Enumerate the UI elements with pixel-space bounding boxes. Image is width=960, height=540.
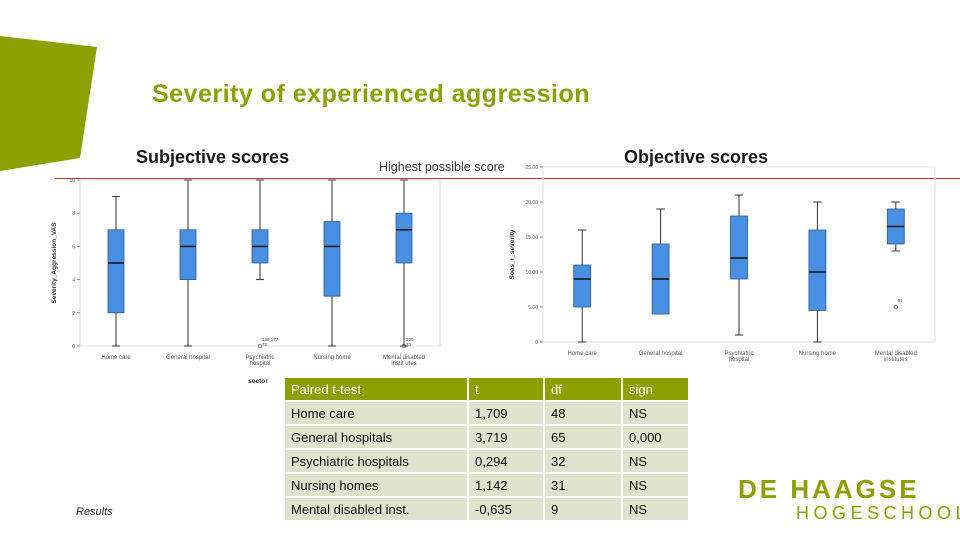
table-cell: 65 <box>545 426 623 450</box>
table-cell: NS <box>623 450 690 474</box>
table-cell: 0,000 <box>623 426 690 450</box>
box <box>179 229 197 280</box>
table-row: Psychiatric hospitals 0,294 32 NS <box>285 450 690 474</box>
table-cell: 9 <box>545 498 623 522</box>
table-cell: 48 <box>545 402 623 426</box>
y-tick-label: 25.00 <box>525 165 538 171</box>
x-tick-label: hospital <box>250 361 271 367</box>
table-row: Home care 1,709 48 NS <box>285 402 690 426</box>
x-axis-label: sector <box>248 378 268 385</box>
table-cell: NS <box>623 474 690 498</box>
y-tick-label: 0 <box>72 344 75 350</box>
x-tick-label: institutes <box>884 357 908 363</box>
table-row: General hospitals 3,719 65 0,000 <box>285 426 690 450</box>
outlier-point <box>401 343 407 349</box>
x-tick-label: Psychiatric <box>245 355 274 361</box>
y-tick-label: 8 <box>72 211 75 217</box>
plot-frame <box>542 166 936 343</box>
x-tick-label: Mental disabled <box>875 351 917 357</box>
outlier-label: 33 <box>406 342 412 347</box>
table-row: Mental disabled inst. -0,635 9 NS <box>285 498 690 522</box>
table-cell: Psychiatric hospitals <box>285 450 469 474</box>
y-tick-label: 0 <box>535 340 538 346</box>
x-tick-label: Home care <box>101 355 131 361</box>
table-header-row: Paired t-test t df sign <box>285 378 690 402</box>
header-cell: Paired t-test <box>285 378 469 402</box>
decorative-green-shape <box>0 36 97 171</box>
objective-boxplot-chart: 0 5.00 10.00 15.00 20.00 25.00 Soas_r_severity… <box>509 165 936 363</box>
x-tick-label: Mental disabled <box>383 355 425 361</box>
objective-scores-label: Objective scores <box>624 147 769 167</box>
box <box>107 229 125 314</box>
y-tick-label: 15.00 <box>525 235 538 241</box>
footer-section-label: Results <box>76 506 113 518</box>
outlier-label: 200 <box>406 337 414 342</box>
table-cell: NS <box>623 402 690 426</box>
x-tick-label: Home care <box>568 351 598 357</box>
outlier-label: 73 <box>262 342 268 347</box>
outlier-label: 91 <box>898 298 904 303</box>
table-cell: 31 <box>545 474 623 498</box>
table-row: Nursing homes 1,142 31 NS <box>285 474 690 498</box>
header-cell: df <box>545 378 623 402</box>
highest-possible-score-label: Highest possible score <box>379 160 505 174</box>
x-tick-label: General hospital <box>639 351 683 357</box>
x-tick-label: Nursing home <box>313 355 351 361</box>
header-cell: t <box>469 378 545 402</box>
y-axis-label: Soas_r_severity <box>509 229 516 279</box>
subjective-scores-label: Subjective scores <box>136 147 290 167</box>
x-tick-label: instit utes <box>391 361 416 367</box>
x-tick-label: hospital <box>729 357 750 363</box>
box <box>323 221 341 297</box>
y-tick-label: 20.00 <box>525 200 538 206</box>
outlier-label: 186 177 <box>262 337 279 342</box>
box <box>808 229 827 311</box>
y-tick-label: 6 <box>72 244 75 250</box>
y-tick-label: 2 <box>72 311 75 317</box>
y-tick-label: 10.00 <box>525 270 538 276</box>
table-cell: Home care <box>285 402 469 426</box>
x-tick-label: Nursing home <box>799 351 837 357</box>
table-cell: 1,142 <box>469 474 545 498</box>
table-cell: -0,635 <box>469 498 545 522</box>
table-cell: 0,294 <box>469 450 545 474</box>
ttest-table: Paired t-test t df sign Home care 1,709 … <box>285 378 690 522</box>
slide-title: Severity of experienced aggression <box>152 80 591 108</box>
box <box>395 212 413 264</box>
outlier-point <box>257 343 263 349</box>
logo-line-2: HOGESCHOOL <box>796 503 960 523</box>
y-tick-label: 10 <box>69 178 75 184</box>
header-cell: sign <box>623 378 690 402</box>
logo: DE HAAGSE HOGESCHOOL <box>738 476 960 524</box>
y-tick-label: 4 <box>72 278 75 284</box>
x-tick-label: General hospital <box>166 355 210 361</box>
y-tick-label: 5.00 <box>528 305 538 311</box>
x-tick-label: Psychiatric <box>724 351 753 357</box>
box <box>573 264 592 308</box>
logo-line-1: DE HAAGSE <box>738 474 920 504</box>
table-cell: 32 <box>545 450 623 474</box>
highest-score-line <box>55 178 960 179</box>
table-cell: General hospitals <box>285 426 469 450</box>
y-axis-label: Severity_Aggression_VAS <box>51 222 58 304</box>
box <box>730 215 748 280</box>
table-cell: 1,709 <box>469 402 545 426</box>
table-cell: Nursing homes <box>285 474 469 498</box>
outlier-point <box>893 304 898 310</box>
table-cell: 3,719 <box>469 426 545 450</box>
table-cell: NS <box>623 498 690 522</box>
table-cell: Mental disabled inst. <box>285 498 469 522</box>
